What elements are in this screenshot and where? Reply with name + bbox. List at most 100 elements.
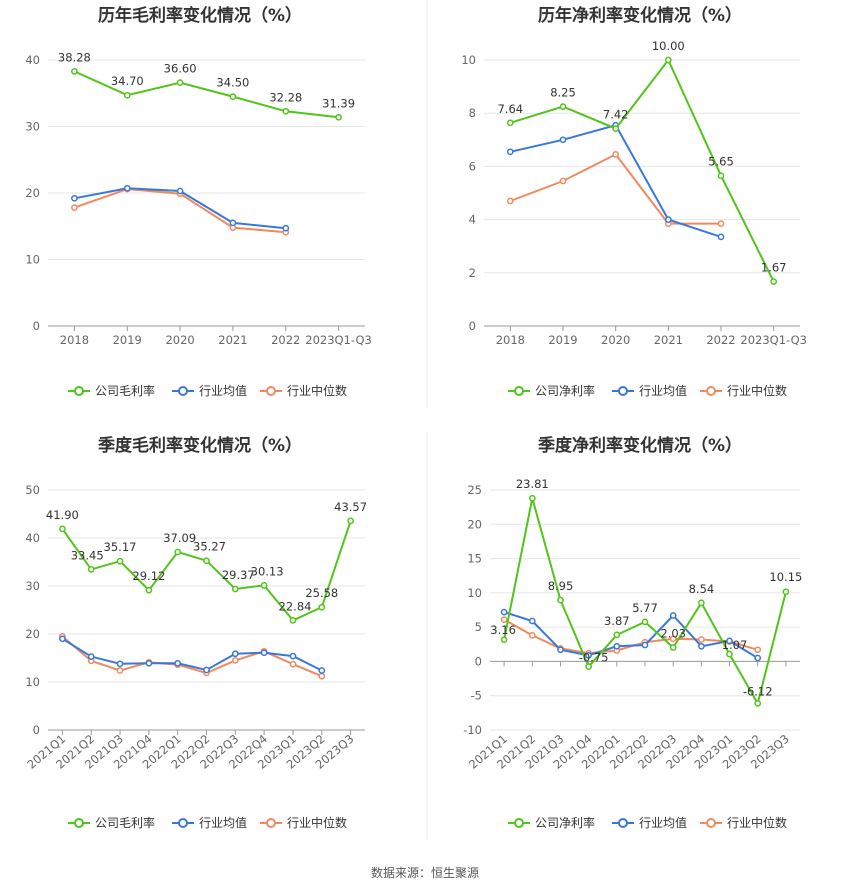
data-label: 8.25 (550, 86, 576, 100)
data-point-avg (726, 637, 733, 645)
y-tick-label: 0 (475, 654, 482, 668)
data-point-avg (229, 219, 237, 227)
y-tick-label: -10 (463, 723, 482, 737)
data-point-company (613, 631, 621, 639)
y-tick-label: 4 (469, 213, 476, 227)
data-label: 31.39 (322, 96, 355, 110)
y-tick-label: 0 (33, 723, 40, 737)
data-point-avg (669, 612, 677, 619)
quarterly-gross-margin-chart: 季度毛利率变化情况（%） 010203040502021Q12021Q22021… (24, 435, 367, 830)
data-point-median (71, 204, 78, 211)
data-point-company (176, 79, 184, 86)
data-point-avg (754, 654, 762, 662)
y-tick-label: 10 (461, 53, 476, 67)
data-point-company (203, 557, 210, 565)
data-point-avg (506, 148, 514, 156)
data-point-avg (260, 649, 268, 657)
y-tick-label: 10 (25, 253, 40, 267)
legend-marker-median (266, 818, 276, 828)
data-point-company (726, 650, 733, 658)
data-label: -6.12 (743, 684, 773, 698)
data-point-avg (500, 608, 508, 616)
data-label: 38.28 (58, 50, 91, 64)
data-point-avg (71, 194, 78, 202)
data-point-company (229, 93, 237, 100)
legend-marker-avg (618, 386, 628, 396)
legend-marker-avg (618, 818, 628, 828)
legend-marker-company (514, 818, 524, 828)
chart-title: 历年毛利率变化情况（%） (98, 5, 302, 26)
data-label: 43.57 (334, 500, 367, 514)
data-point-company (506, 119, 514, 127)
y-tick-label: 25 (467, 483, 482, 497)
data-point-company (335, 113, 342, 121)
data-point-avg (641, 641, 649, 649)
legend-label: 行业中位数 (287, 815, 347, 830)
data-point-avg (145, 659, 153, 667)
legend-label: 行业均值 (639, 815, 687, 830)
series-line-median (509, 153, 721, 225)
data-label: -0.75 (579, 651, 609, 665)
legend-label: 公司毛利率 (95, 383, 155, 398)
data-label: 10.00 (652, 39, 685, 53)
y-tick-label: 15 (467, 552, 482, 566)
data-label: 5.77 (632, 601, 658, 615)
data-label: 25.58 (305, 586, 338, 600)
data-point-median (500, 616, 508, 623)
legend-label: 公司净利率 (535, 815, 595, 830)
data-point-avg (116, 660, 124, 668)
x-tick-label: 2023Q1-Q3 (305, 333, 372, 347)
data-point-avg (559, 136, 567, 144)
data-point-avg (282, 224, 290, 232)
series-line-avg (510, 124, 722, 238)
x-tick-label: 2018 (496, 333, 525, 347)
y-tick-label: 20 (25, 186, 40, 200)
data-point-avg (528, 617, 536, 625)
data-point-company (500, 636, 508, 644)
legend-marker-company (514, 386, 524, 396)
data-label: 2.03 (660, 627, 686, 641)
y-tick-label: -5 (471, 689, 482, 703)
series-line-company (73, 70, 339, 119)
data-label: 7.64 (497, 102, 523, 116)
data-point-median (698, 636, 705, 643)
y-tick-label: 20 (25, 627, 40, 641)
data-point-median (754, 646, 762, 654)
data-point-company (782, 588, 790, 596)
legend-label: 行业中位数 (727, 383, 787, 398)
data-point-company (231, 585, 239, 593)
data-label: 29.37 (222, 568, 255, 582)
y-tick-label: 50 (25, 483, 40, 497)
data-label: 33.45 (71, 548, 104, 562)
y-tick-label: 5 (475, 620, 482, 634)
y-tick-label: 20 (467, 517, 482, 531)
y-tick-label: 10 (467, 586, 482, 600)
legend-marker-median (706, 818, 716, 828)
legend-label: 行业均值 (639, 383, 687, 398)
data-point-company (282, 107, 290, 115)
data-point-company (557, 596, 564, 604)
data-label: 10.15 (769, 570, 802, 584)
x-tick-label: 2022 (706, 333, 735, 347)
data-point-company (87, 566, 95, 573)
data-label: 41.90 (46, 508, 79, 522)
legend-marker-avg (178, 386, 188, 396)
data-point-median (506, 197, 514, 205)
data-point-median (612, 151, 620, 158)
quarterly-net-margin-chart: 季度净利率变化情况（%） -10-505101520252021Q12021Q2… (463, 435, 802, 830)
data-point-median (116, 667, 124, 674)
series-line-avg (503, 611, 759, 659)
legend-marker-avg (178, 818, 188, 828)
data-point-median (318, 672, 326, 680)
legend-label: 行业均值 (199, 383, 247, 398)
series-line-company (510, 58, 775, 283)
data-point-company (71, 68, 78, 75)
data-point-company (698, 599, 705, 607)
data-point-company (717, 172, 725, 180)
data-point-avg (176, 187, 184, 195)
data-point-company (260, 582, 268, 589)
data-point-avg (664, 216, 672, 223)
x-tick-label: 2020 (165, 333, 194, 347)
x-tick-label: 2020 (601, 333, 630, 347)
